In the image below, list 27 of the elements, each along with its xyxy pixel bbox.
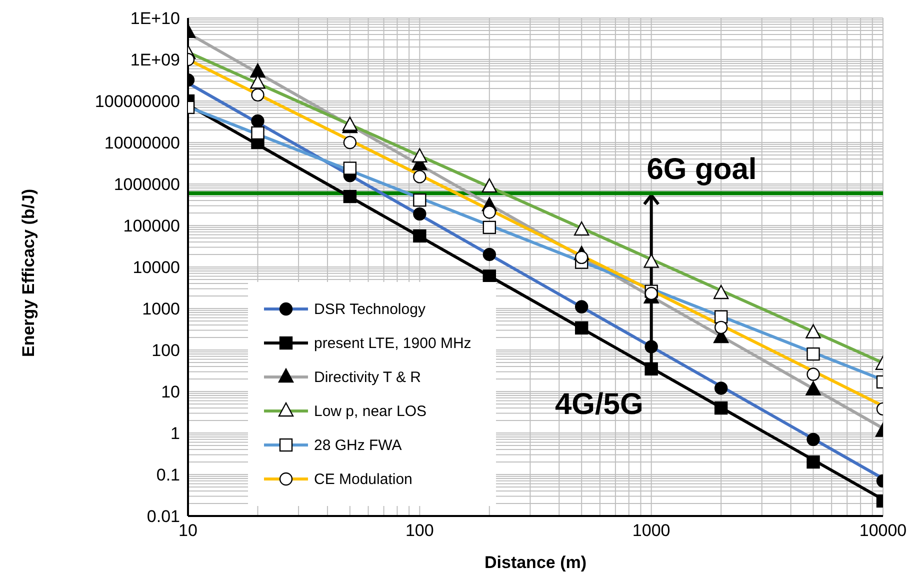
y-tick-label: 100000000 (94, 92, 180, 112)
annotation: 4G/5G (554, 388, 644, 421)
x-tick-label: 1000 (632, 521, 670, 540)
legend-label: present LTE, 1900 MHz (314, 334, 472, 352)
y-tick-label: 0.01 (146, 507, 180, 526)
y-tick-label: 1E+10 (130, 9, 180, 28)
x-tick-label: 10000 (859, 521, 907, 540)
y-tick-label: 0.1 (156, 466, 180, 485)
y-tick-label: 1 (170, 424, 180, 444)
y-tick-label: 100 (152, 341, 180, 360)
legend-label: DSR Technology (314, 300, 426, 318)
y-tick-label: 1000000 (114, 175, 180, 194)
y-tick-label: 10000000 (104, 134, 180, 153)
legend-label: Directivity T & R (314, 368, 421, 386)
legend-label: 28 GHz FWA (314, 436, 402, 454)
legend-label: Low p, near LOS (314, 402, 427, 420)
y-tick-label: 100000 (123, 216, 180, 236)
x-tick-label: 100 (405, 521, 434, 540)
y-tick-label: 10000 (132, 258, 180, 278)
x-axis-title: Distance (m) (484, 553, 587, 572)
y-tick-label: 1000 (142, 300, 180, 319)
x-tick-label: 10 (178, 521, 198, 540)
ref-line-label: 6G goal (646, 153, 757, 186)
y-tick-label: 1E+09 (130, 50, 180, 70)
y-axis-title: Energy Efficacy (b/J) (19, 188, 38, 357)
legend-label: CE Modulation (314, 470, 412, 488)
y-tick-label: 10 (161, 382, 180, 402)
